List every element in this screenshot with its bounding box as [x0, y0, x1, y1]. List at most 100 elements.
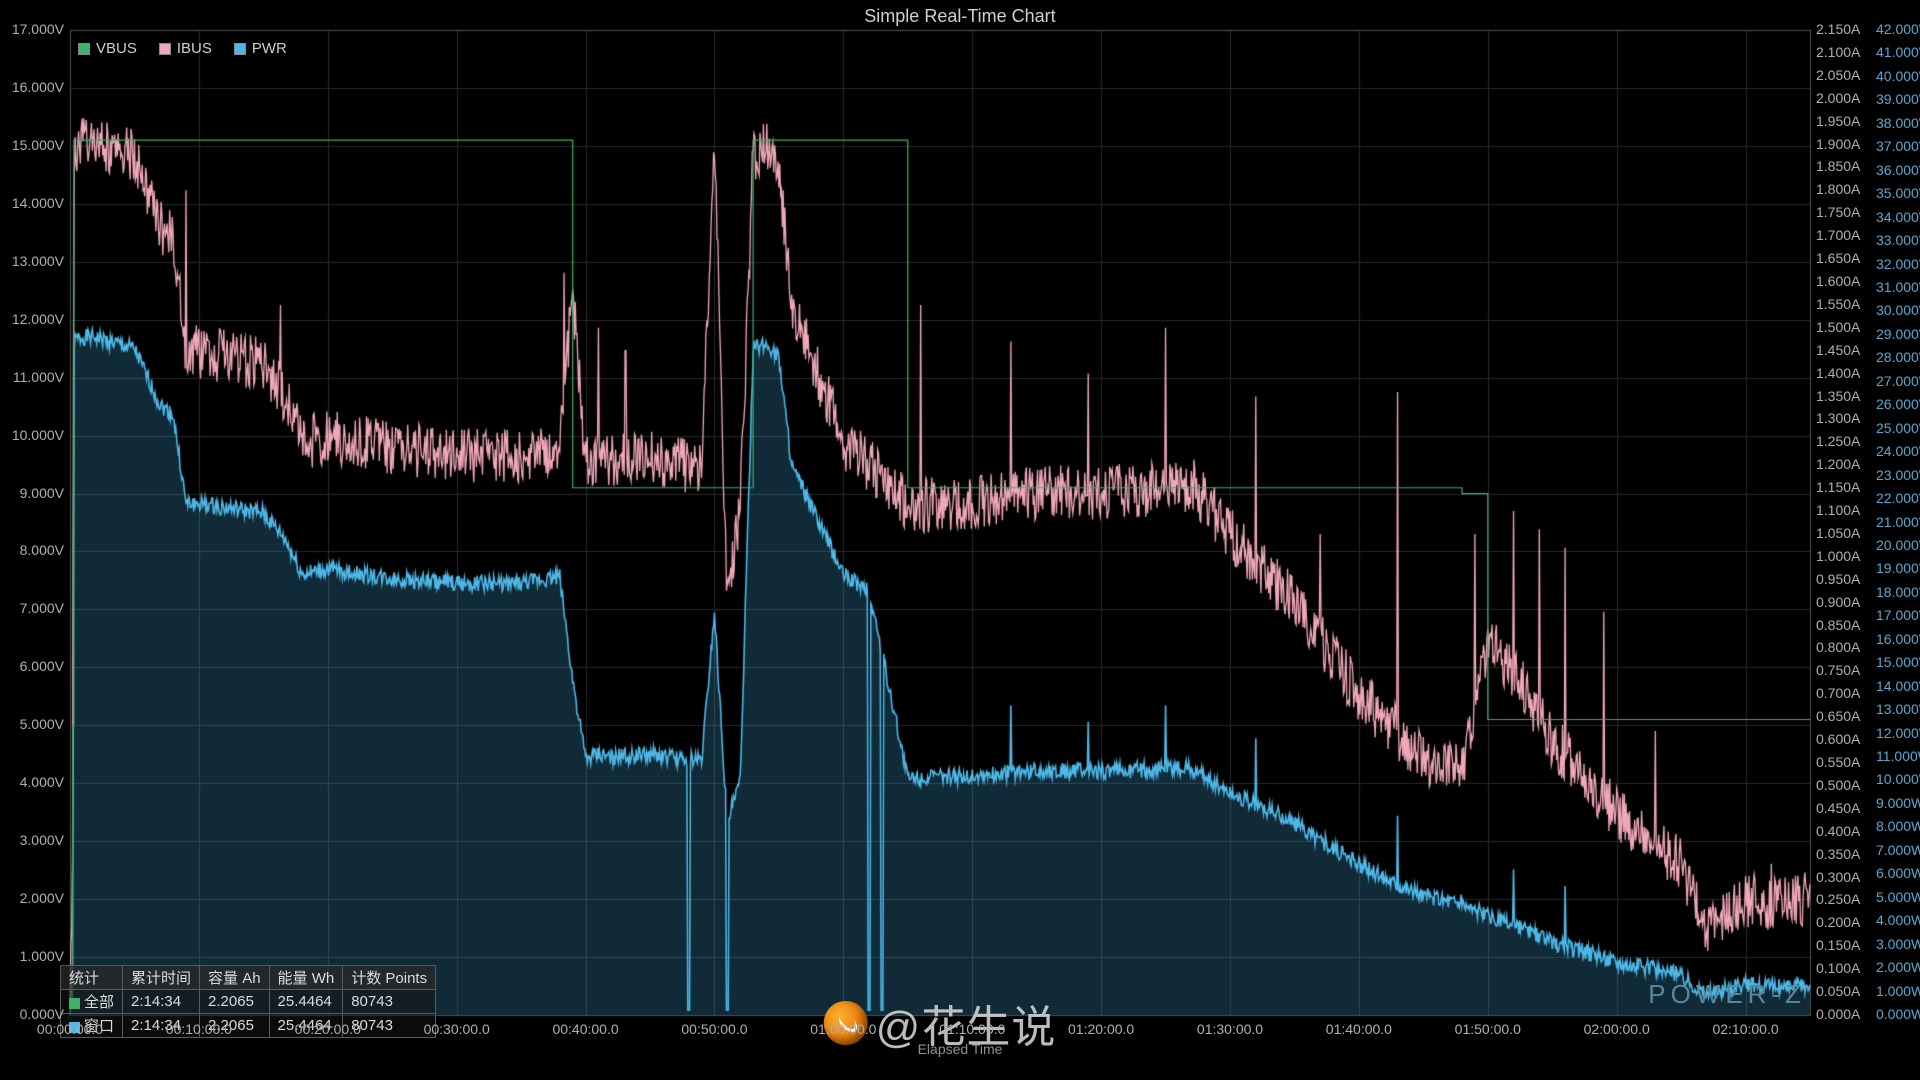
y-right-w-tick: 25.000W: [1876, 420, 1920, 436]
legend-item[interactable]: IBUS: [159, 40, 212, 57]
y-left-tick: 17.000V: [12, 21, 64, 37]
y-left-tick: 1.000V: [20, 948, 64, 964]
y-right-w-tick: 24.000W: [1876, 443, 1920, 459]
y-right-a-tick: 2.050A: [1816, 67, 1860, 83]
y-right-a-tick: 0.200A: [1816, 914, 1860, 930]
y-right-a-tick: 0.600A: [1816, 731, 1860, 747]
x-tick: 01:30:00.0: [1197, 1021, 1263, 1037]
y-right-a-tick: 0.750A: [1816, 662, 1860, 678]
y-left-tick: 12.000V: [12, 311, 64, 327]
y-right-w-tick: 7.000W: [1876, 842, 1920, 858]
y-right-w-tick: 10.000W: [1876, 771, 1920, 787]
y-right-a-tick: 1.300A: [1816, 410, 1860, 426]
y-right-w-tick: 21.000W: [1876, 514, 1920, 530]
y-right-a-tick: 0.050A: [1816, 983, 1860, 999]
y-right-a-tick: 1.250A: [1816, 433, 1860, 449]
y-left-tick: 2.000V: [20, 890, 64, 906]
chart-canvas: [0, 0, 1920, 1080]
y-right-w-tick: 12.000W: [1876, 725, 1920, 741]
y-right-a-tick: 1.650A: [1816, 250, 1860, 266]
y-right-w-tick: 41.000W: [1876, 44, 1920, 60]
y-right-a-tick: 1.200A: [1816, 456, 1860, 472]
chart-container: Simple Real-Time Chart VBUS IBUS PWR 统计累计时…: [0, 0, 1920, 1080]
y-left-tick: 10.000V: [12, 427, 64, 443]
legend-label: VBUS: [96, 40, 137, 57]
y-right-w-tick: 3.000W: [1876, 936, 1920, 952]
y-right-a-tick: 0.300A: [1816, 869, 1860, 885]
y-right-a-tick: 0.100A: [1816, 960, 1860, 976]
y-right-w-tick: 28.000W: [1876, 349, 1920, 365]
x-tick: 00:40:00.0: [552, 1021, 618, 1037]
y-right-a-tick: 0.150A: [1816, 937, 1860, 953]
stats-cell: 全部: [61, 990, 123, 1014]
y-right-w-tick: 6.000W: [1876, 865, 1920, 881]
y-right-a-tick: 1.000A: [1816, 548, 1860, 564]
y-left-tick: 7.000V: [20, 600, 64, 616]
y-right-a-tick: 1.750A: [1816, 204, 1860, 220]
y-right-a-tick: 1.700A: [1816, 227, 1860, 243]
y-right-w-tick: 17.000W: [1876, 607, 1920, 623]
legend-item[interactable]: VBUS: [78, 40, 137, 57]
y-right-a-tick: 0.850A: [1816, 617, 1860, 633]
x-tick: 01:40:00.0: [1326, 1021, 1392, 1037]
y-right-a-tick: 0.900A: [1816, 594, 1860, 610]
stats-table: 统计累计时间容量 Ah能量 Wh计数 Points全部2:14:342.2065…: [60, 965, 436, 1038]
stats-row: 窗口2:14:342.206525.446480743: [61, 1014, 436, 1038]
y-right-a-tick: 1.150A: [1816, 479, 1860, 495]
y-left-tick: 11.000V: [13, 369, 64, 385]
y-left-tick: 5.000V: [20, 716, 64, 732]
x-tick: 01:20:00.0: [1068, 1021, 1134, 1037]
y-right-w-tick: 9.000W: [1876, 795, 1920, 811]
legend: VBUS IBUS PWR: [78, 40, 287, 57]
y-right-a-tick: 1.450A: [1816, 342, 1860, 358]
y-left-tick: 6.000V: [20, 658, 64, 674]
y-right-w-tick: 42.000W: [1876, 21, 1920, 37]
y-right-a-tick: 2.100A: [1816, 44, 1860, 60]
legend-swatch-icon: [78, 43, 90, 55]
y-right-w-tick: 13.000W: [1876, 701, 1920, 717]
y-right-a-tick: 0.800A: [1816, 639, 1860, 655]
y-right-w-tick: 20.000W: [1876, 537, 1920, 553]
y-left-tick: 14.000V: [12, 195, 64, 211]
stats-header: 容量 Ah: [200, 966, 270, 990]
y-left-tick: 16.000V: [12, 79, 64, 95]
y-right-a-tick: 0.450A: [1816, 800, 1860, 816]
stats-row: 全部2:14:342.206525.446480743: [61, 990, 436, 1014]
chart-title: Simple Real-Time Chart: [0, 6, 1920, 27]
x-tick: 01:10:00.0: [939, 1021, 1005, 1037]
y-right-w-tick: 5.000W: [1876, 889, 1920, 905]
stats-header: 能量 Wh: [269, 966, 343, 990]
y-right-w-tick: 30.000W: [1876, 302, 1920, 318]
stats-header: 统计: [61, 966, 123, 990]
y-right-a-tick: 0.500A: [1816, 777, 1860, 793]
stats-cell: 2.2065: [200, 990, 270, 1014]
y-right-a-tick: 0.950A: [1816, 571, 1860, 587]
y-right-w-tick: 0.000W: [1876, 1006, 1920, 1022]
y-left-tick: 4.000V: [20, 774, 64, 790]
x-tick: 01:00:00.0: [810, 1021, 876, 1037]
y-right-a-tick: 1.050A: [1816, 525, 1860, 541]
legend-item[interactable]: PWR: [234, 40, 287, 57]
stats-cell: 2:14:34: [123, 990, 200, 1014]
x-tick: 00:00:00.0: [37, 1021, 103, 1037]
y-right-a-tick: 1.100A: [1816, 502, 1860, 518]
y-left-tick: 0.000V: [20, 1006, 64, 1022]
y-left-tick: 8.000V: [20, 542, 64, 558]
legend-swatch-icon: [159, 43, 171, 55]
legend-label: PWR: [252, 40, 287, 57]
y-right-w-tick: 36.000W: [1876, 162, 1920, 178]
y-right-w-tick: 15.000W: [1876, 654, 1920, 670]
y-right-w-tick: 14.000W: [1876, 678, 1920, 694]
y-right-w-tick: 27.000W: [1876, 373, 1920, 389]
y-left-tick: 3.000V: [20, 832, 64, 848]
y-right-w-tick: 19.000W: [1876, 560, 1920, 576]
x-tick: 00:30:00.0: [424, 1021, 490, 1037]
y-right-w-tick: 38.000W: [1876, 115, 1920, 131]
x-tick: 01:50:00.0: [1455, 1021, 1521, 1037]
stats-swatch-icon: [69, 998, 80, 1009]
y-right-w-tick: 8.000W: [1876, 818, 1920, 834]
y-right-a-tick: 1.900A: [1816, 136, 1860, 152]
x-tick: 02:00:00.0: [1584, 1021, 1650, 1037]
y-right-w-tick: 29.000W: [1876, 326, 1920, 342]
y-right-a-tick: 0.250A: [1816, 891, 1860, 907]
